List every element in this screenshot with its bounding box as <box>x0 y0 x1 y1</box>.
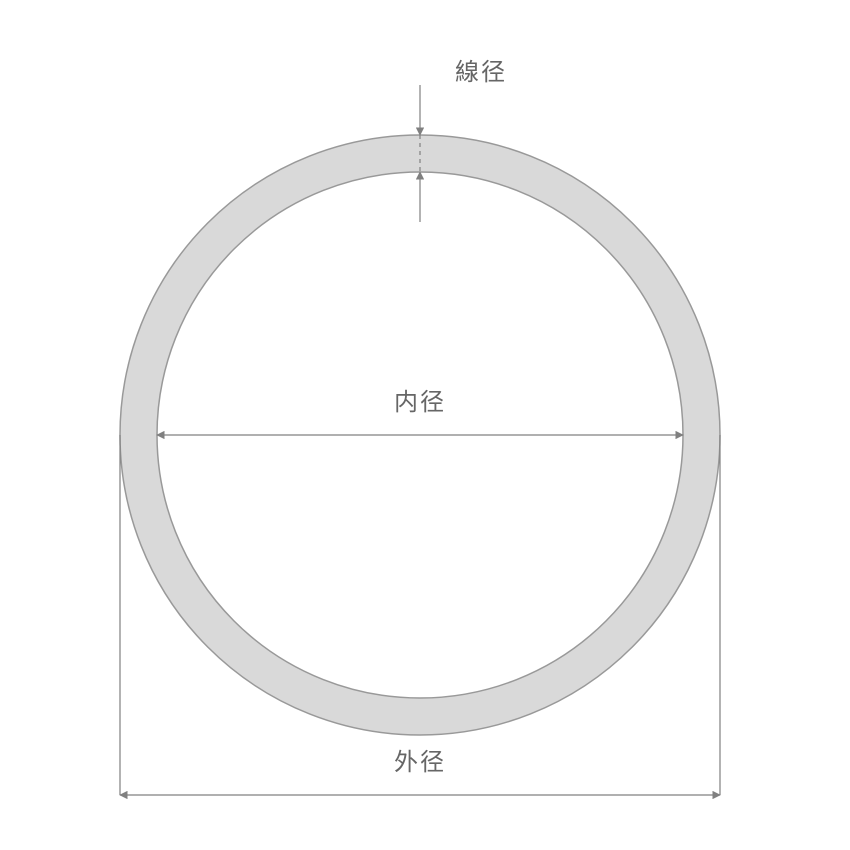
inner-diameter-dimension: 内径 <box>157 389 683 435</box>
ring-dimension-diagram: 線径 内径 外径 <box>0 0 850 850</box>
inner-diameter-label: 内径 <box>394 389 446 416</box>
outer-diameter-label: 外径 <box>394 749 446 776</box>
wire-diameter-label: 線径 <box>455 59 507 86</box>
